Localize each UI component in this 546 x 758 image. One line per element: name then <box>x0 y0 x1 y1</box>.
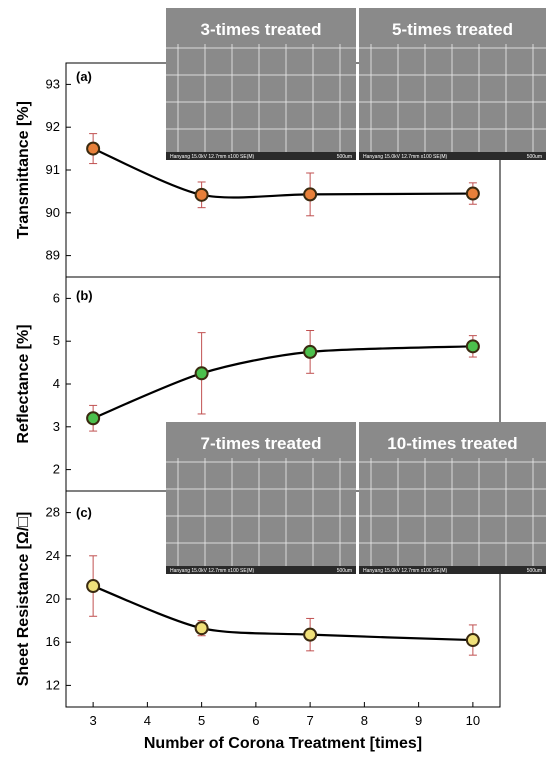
panel-c-curve <box>92 585 473 642</box>
panel-b-data-point <box>86 411 101 426</box>
sem-image: Hanyang 15.0kV 12.7mm x100 SE(M) 500um 3-t… <box>166 8 356 160</box>
panel-c-ytick-label: 12 <box>46 677 60 692</box>
panel-c-data-point <box>86 579 101 594</box>
x-tick-label: 3 <box>90 713 97 728</box>
panel-b-ytick-label: 6 <box>53 290 60 305</box>
sem-caption-right: 500um <box>337 568 352 574</box>
panel-a-tag: (a) <box>76 69 92 84</box>
panel-b-ytick-label: 3 <box>53 419 60 434</box>
panel-c-ytick-label: 20 <box>46 591 60 606</box>
sem-caption-strip <box>166 566 356 574</box>
x-tick-label: 4 <box>144 713 151 728</box>
panel-a-curve <box>92 147 473 199</box>
panel-b-tag: (b) <box>76 288 93 303</box>
sem-image: Hanyang 15.0kV 12.7mm x100 SE(M) 500um 10-… <box>359 422 546 574</box>
sem-caption-left: Hanyang 15.0kV 12.7mm x100 SE(M) <box>170 154 255 160</box>
panel-c-tag: (c) <box>76 505 92 520</box>
sem-caption-right: 500um <box>527 154 542 160</box>
panel-c-data-point <box>194 621 209 636</box>
sem-image-background <box>166 8 356 160</box>
sem-image-layer: Hanyang 15.0kV 12.7mm x100 SE(M) 500um 3-t… <box>166 8 546 574</box>
sem-caption-left: Hanyang 15.0kV 12.7mm x100 SE(M) <box>170 568 255 574</box>
sem-caption-left: Hanyang 15.0kV 12.7mm x100 SE(M) <box>363 568 448 574</box>
panel-b-data-point <box>303 344 318 359</box>
sem-image-background <box>166 422 356 574</box>
panel-a-data-point <box>86 141 101 156</box>
x-tick-label: 8 <box>361 713 368 728</box>
x-tick-label: 7 <box>307 713 314 728</box>
panel-a-ytick-label: 90 <box>46 205 60 220</box>
panel-c-ylabel: Sheet Resistance [Ω/□] <box>15 512 32 687</box>
x-tick-label: 9 <box>415 713 422 728</box>
panel-a-data-point <box>465 186 480 201</box>
sem-caption-right: 500um <box>527 568 542 574</box>
panel-c-data-point <box>303 627 318 642</box>
panel-a-ytick-label: 93 <box>46 76 60 91</box>
panel-c-ytick-label: 16 <box>46 634 60 649</box>
panel-b-ytick-label: 2 <box>53 462 60 477</box>
sem-caption-strip <box>166 152 356 160</box>
x-axis-title: Number of Corona Treatment [times] <box>144 735 422 752</box>
sem-caption-left: Hanyang 15.0kV 12.7mm x100 SE(M) <box>363 154 448 160</box>
panel-b-data-point <box>465 339 480 354</box>
x-tick-label: 6 <box>252 713 259 728</box>
sem-image-label: 7-times treated <box>201 434 322 453</box>
panel-c-ytick-label: 28 <box>46 505 60 520</box>
panel-a-data-point <box>194 187 209 202</box>
panel-a-ytick-label: 91 <box>46 162 60 177</box>
panel-b-ytick-label: 4 <box>53 376 60 391</box>
sem-caption-strip <box>359 566 546 574</box>
x-tick-label: 5 <box>198 713 205 728</box>
panel-c-data-point <box>465 633 480 648</box>
sem-image-label: 3-times treated <box>201 20 322 39</box>
panel-b-ylabel: Reflectance [%] <box>15 324 32 443</box>
sem-image: Hanyang 15.0kV 12.7mm x100 SE(M) 500um 5-t… <box>359 8 546 160</box>
sem-caption-right: 500um <box>337 154 352 160</box>
panel-a-ylabel: Transmittance [%] <box>15 101 32 239</box>
panel-a-ytick-label: 92 <box>46 119 60 134</box>
sem-image: Hanyang 15.0kV 12.7mm x100 SE(M) 500um 7-t… <box>166 422 356 574</box>
sem-image-label: 5-times treated <box>392 20 513 39</box>
sem-image-label: 10-times treated <box>387 434 517 453</box>
sem-caption-strip <box>359 152 546 160</box>
x-tick-label: 10 <box>466 713 480 728</box>
panel-a-data-point <box>303 187 318 202</box>
panel-b-ytick-label: 5 <box>53 333 60 348</box>
panel-a-ytick-label: 89 <box>46 248 60 263</box>
panel-c-ytick-label: 24 <box>46 548 60 563</box>
panel-b-curve <box>92 345 473 420</box>
panel-b-data-point <box>194 366 209 381</box>
